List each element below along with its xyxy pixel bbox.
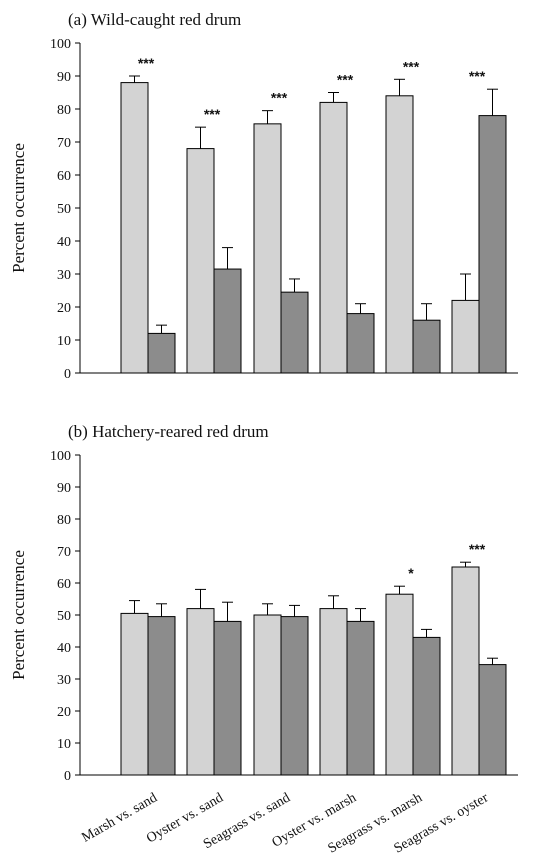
panel-a-title: (a) Wild-caught red drum bbox=[68, 10, 241, 29]
panel-b-bar-s1 bbox=[385, 593, 414, 776]
panel-b-y-tick-label: 80 bbox=[57, 513, 71, 528]
panel-a-y-tick-label: 20 bbox=[57, 301, 71, 316]
panel-a-bar-s1 bbox=[186, 148, 215, 374]
panel-b-y-tick-label: 70 bbox=[57, 545, 71, 560]
panel-a-y-tick-label: 90 bbox=[57, 70, 71, 85]
panel-a-bar-s1 bbox=[319, 101, 348, 374]
panel-b-bar-s2 bbox=[280, 616, 309, 776]
panel-a-y-tick-label: 50 bbox=[57, 202, 71, 217]
panel-a-significance-marker: *** bbox=[204, 106, 221, 122]
panel-b-significance-marker: *** bbox=[469, 541, 486, 557]
panel-a-bar-s2 bbox=[346, 313, 375, 374]
panel-b-y-tick-label: 50 bbox=[57, 609, 71, 624]
panel-b-y-tick-label: 60 bbox=[57, 577, 71, 592]
panel-b-y-tick-label: 0 bbox=[64, 769, 71, 784]
panel-b-y-tick-label: 100 bbox=[50, 449, 71, 464]
panel-a-bar-s2 bbox=[412, 319, 441, 374]
panel-a-significance-marker: *** bbox=[271, 90, 288, 106]
panel-a-significance-marker: *** bbox=[138, 55, 155, 71]
panel-a-bar-s2 bbox=[280, 291, 309, 374]
panel-b-bar-s1 bbox=[319, 608, 348, 776]
panel-b-bar-s2 bbox=[346, 620, 375, 776]
panel-b-y-axis-title: Percent occurrence bbox=[9, 550, 28, 680]
panel-b-bar-s2 bbox=[412, 636, 441, 776]
panel-b-bar-s2 bbox=[213, 620, 242, 776]
panel-b-bar-s1 bbox=[451, 566, 480, 776]
panel-b-bar-s2 bbox=[147, 616, 176, 776]
panel-b-y-tick-label: 20 bbox=[57, 705, 71, 720]
panel-b-y-tick-label: 40 bbox=[57, 641, 71, 656]
panel-a-bar-s1 bbox=[451, 299, 480, 374]
panel-b-title: (b) Hatchery-reared red drum bbox=[68, 422, 269, 441]
panel-b-bar-s2 bbox=[478, 664, 507, 776]
panel-b-y-tick-label: 90 bbox=[57, 481, 71, 496]
panel-a-y-tick-label: 80 bbox=[57, 103, 71, 118]
panel-a-y-tick-label: 30 bbox=[57, 268, 71, 283]
panel-a-significance-marker: *** bbox=[403, 58, 420, 74]
panel-a-y-tick-label: 60 bbox=[57, 169, 71, 184]
panel-b-y-tick-label: 30 bbox=[57, 673, 71, 688]
panel-a-significance-marker: *** bbox=[337, 72, 354, 88]
panel-a-y-axis-title: Percent occurrence bbox=[9, 143, 28, 273]
panel-a-bar-s2 bbox=[147, 332, 176, 374]
panel-b-bar-s1 bbox=[253, 614, 282, 776]
panel-a-significance-marker: *** bbox=[469, 68, 486, 84]
panel-a-y-tick-label: 70 bbox=[57, 136, 71, 151]
panel-a-y-tick-label: 100 bbox=[50, 37, 71, 52]
panel-b-bar-s1 bbox=[186, 608, 215, 776]
panel-a-bar-s1 bbox=[120, 82, 149, 374]
panel-a-y-tick-label: 10 bbox=[57, 334, 71, 349]
panel-a-bar-s2 bbox=[213, 268, 242, 374]
panel-a-y-tick-label: 0 bbox=[64, 367, 71, 382]
panel-a-y-tick-label: 40 bbox=[57, 235, 71, 250]
panel-a-bar-s1 bbox=[253, 123, 282, 374]
panel-b-significance-marker: * bbox=[408, 565, 414, 581]
panel-b-y-tick-label: 10 bbox=[57, 737, 71, 752]
panel-b-bar-s1 bbox=[120, 612, 149, 776]
panel-a-bar-s2 bbox=[478, 115, 507, 374]
panel-a-bar-s1 bbox=[385, 95, 414, 374]
